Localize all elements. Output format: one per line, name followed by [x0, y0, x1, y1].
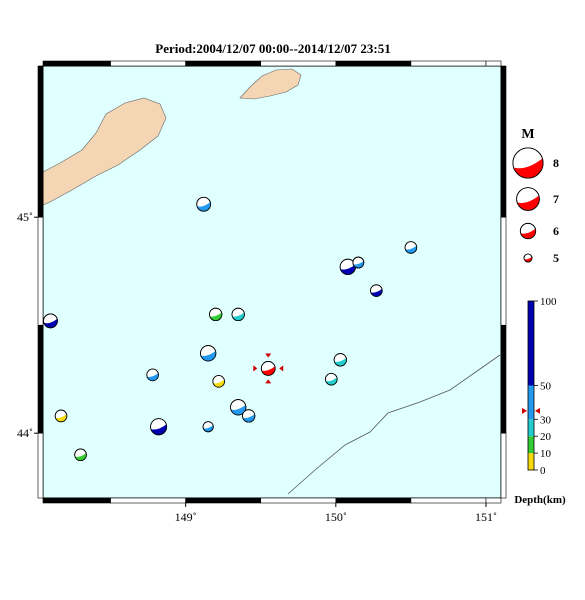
island-north [239, 68, 302, 100]
event-beachball [43, 313, 58, 329]
event-beachball [146, 368, 159, 382]
y-tick-label: 44˚ [17, 426, 33, 440]
y-tick-label: 45˚ [17, 210, 33, 224]
magnitude-legend: M 8 7 6 5 [512, 127, 559, 265]
depth-tick-label: 10 [540, 448, 552, 460]
frame-bar-segment [110, 60, 186, 67]
event-beachball [212, 375, 225, 388]
frame-bars [37, 60, 507, 504]
frame-bar-segment [500, 65, 507, 110]
magnitude-legend-symbol [519, 222, 537, 240]
frame-bar-segment [410, 60, 487, 67]
frame-bar-segment [485, 497, 502, 504]
event-beachball [54, 409, 68, 423]
land-areas [42, 68, 302, 206]
frame-bar-segment [500, 324, 507, 434]
event-highlight [253, 353, 284, 384]
depth-band [528, 385, 534, 420]
depth-marker-left [522, 407, 527, 414]
frame-bar-segment [185, 60, 262, 67]
event-beachball [242, 409, 256, 423]
frame-bar-segment [42, 497, 111, 504]
frame-bar-segment [260, 497, 337, 504]
magnitude-legend-symbol [523, 253, 533, 263]
magnitude-legend-label: 7 [553, 192, 559, 206]
magnitude-legend-symbol [516, 187, 540, 211]
frame-bar-segment [335, 497, 412, 504]
depth-scale-title: Depth(km) [514, 494, 566, 506]
event-beachball [196, 196, 212, 212]
depth-tick-label: 30 [540, 414, 552, 426]
x-tick-label: 149˚ [175, 510, 197, 524]
magnitude-legend-symbol [512, 147, 544, 179]
highlight-marker-triangle [265, 379, 272, 384]
event-beachball [339, 258, 356, 275]
event-beachball [209, 307, 223, 322]
x-tick-label: 150˚ [325, 510, 347, 524]
frame-bar-segment [110, 497, 186, 504]
frame-bar-segment [485, 60, 502, 67]
event-beachball [230, 399, 247, 416]
frame-bar-segment [500, 108, 507, 218]
magnitude-legend-label: 8 [553, 156, 559, 170]
depth-band [528, 436, 534, 454]
frame-bar-segment [37, 324, 44, 434]
event-beachball [325, 372, 338, 386]
frame-bar-segment [260, 60, 337, 67]
frame-bar-segment [335, 60, 412, 67]
depth-marker-right [535, 407, 540, 414]
event-beachball [404, 241, 418, 254]
depth-band [528, 453, 534, 470]
frame-bar-segment [410, 497, 487, 504]
magnitude-legend-items: 8 7 6 5 [512, 147, 559, 265]
depth-tick-label: 100 [540, 296, 557, 308]
event-beachball [352, 256, 365, 269]
depth-band [528, 419, 534, 437]
trench-line [287, 354, 501, 495]
frame-bar-segment [500, 216, 507, 326]
highlight-marker-triangle [265, 353, 272, 358]
event-markers [43, 196, 418, 462]
depth-tick-label: 20 [540, 431, 552, 443]
depth-band [528, 301, 534, 386]
map-panel: 149˚ 150˚ 151˚ 44˚ 45˚ [17, 60, 507, 524]
map-title: Period:2004/12/07 00:00--2014/12/07 23:5… [155, 41, 390, 56]
island-west [42, 97, 167, 206]
frame-bar-segment [37, 65, 44, 110]
frame-bar-segment [500, 432, 507, 499]
event-beachball [333, 353, 347, 367]
frame-bar-segment [37, 216, 44, 326]
highlight-marker-triangle [279, 365, 284, 372]
event-beachball [231, 307, 245, 322]
magnitude-legend-label: 6 [553, 224, 559, 238]
frame-bar-segment [37, 432, 44, 499]
highlight-marker-triangle [253, 365, 258, 372]
depth-tick-label: 50 [540, 381, 552, 393]
depth-tick-label: 0 [540, 465, 546, 477]
frame-bar-segment [42, 60, 111, 67]
frame-bar-segment [37, 108, 44, 218]
frame-bar-segment [185, 497, 262, 504]
axis-ticks: 149˚ 150˚ 151˚ 44˚ 45˚ [17, 210, 497, 524]
event-beachball [150, 418, 168, 436]
magnitude-legend-label: 5 [553, 251, 559, 265]
event-beachball [202, 421, 214, 433]
x-tick-label: 151˚ [475, 510, 497, 524]
event-beachball [74, 448, 87, 462]
event-beachball [200, 345, 217, 362]
event-beachball [370, 284, 383, 297]
magnitude-legend-title: M [521, 127, 534, 142]
